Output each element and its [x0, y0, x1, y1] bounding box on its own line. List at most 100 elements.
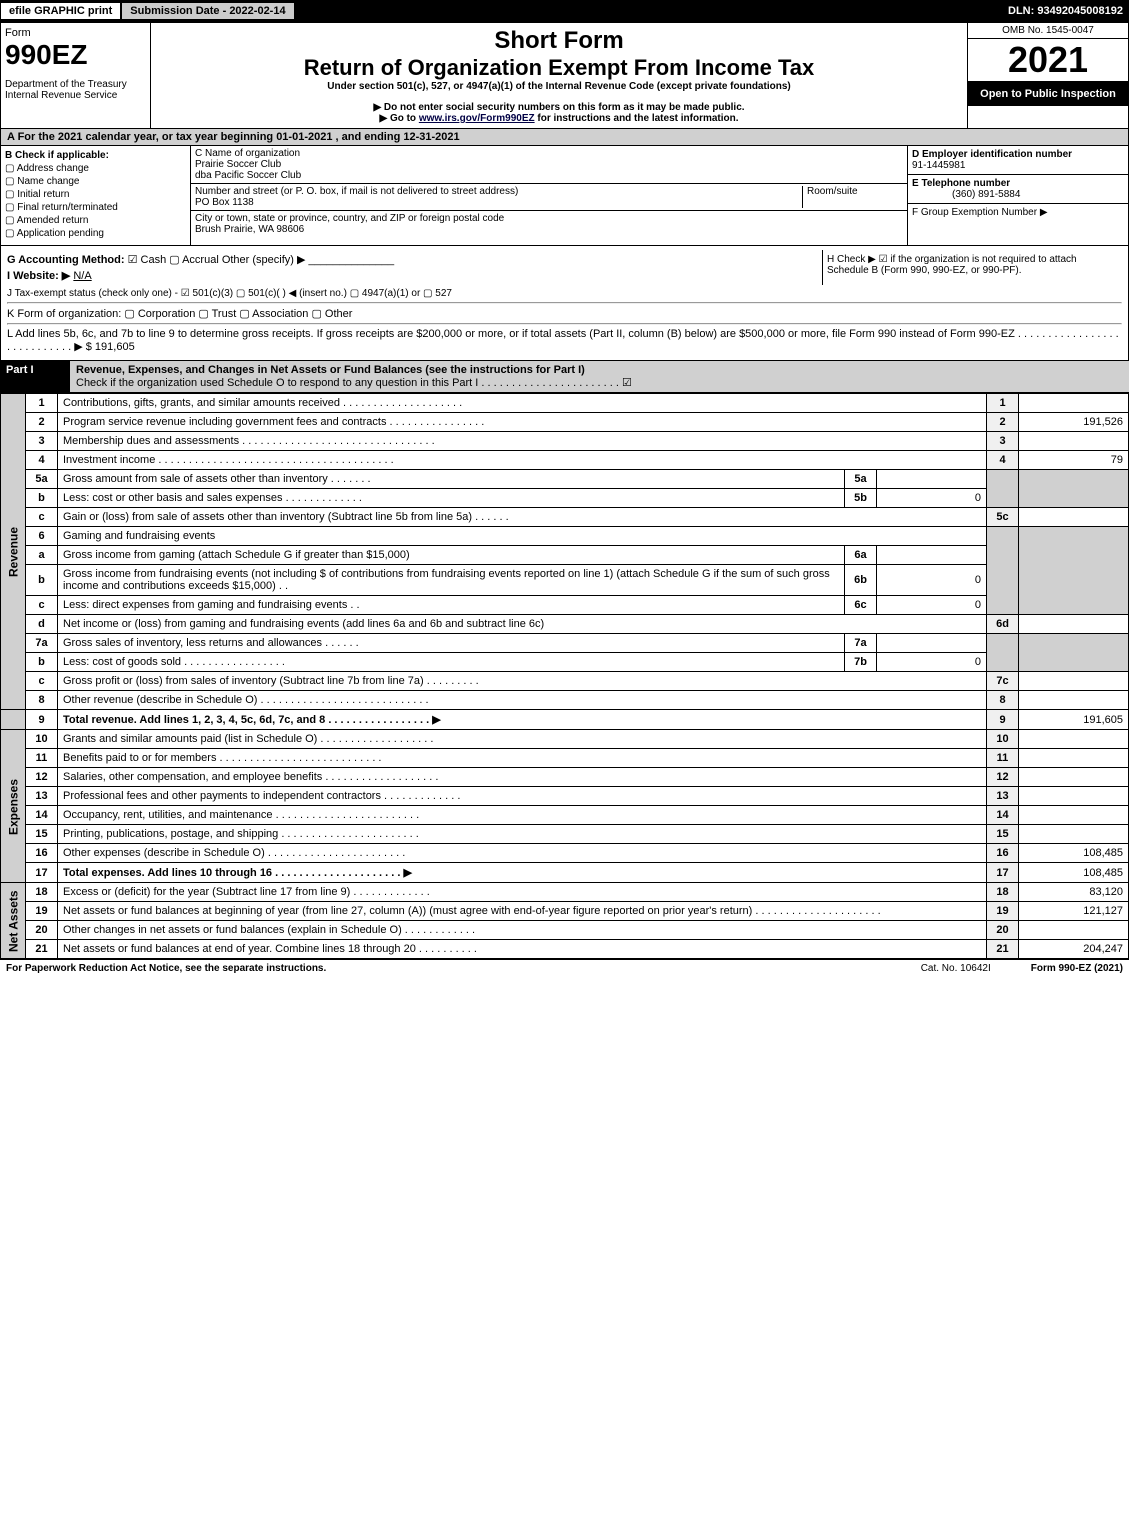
c-name-label: C Name of organization	[195, 148, 903, 159]
ln2-txt: Program service revenue including govern…	[58, 413, 987, 432]
ln13-txt: Professional fees and other payments to …	[58, 787, 987, 806]
irs-label: Internal Revenue Service	[5, 90, 146, 101]
website-value: N/A	[73, 270, 91, 282]
efile-label[interactable]: efile GRAPHIC print	[0, 2, 121, 20]
dln: DLN: 93492045008192	[1008, 5, 1129, 17]
ln8-amt	[1019, 691, 1129, 710]
c-addr-row: Number and street (or P. O. box, if mail…	[191, 184, 907, 211]
irs-link[interactable]: www.irs.gov/Form990EZ	[419, 113, 535, 124]
ln9-amt: 191,605	[1019, 710, 1129, 730]
netassets-label: Net Assets	[1, 883, 26, 959]
line-i: I Website: ▶ N/A	[7, 269, 822, 282]
goto-pre: ▶ Go to	[379, 113, 418, 124]
ln6a-txt: Gross income from gaming (attach Schedul…	[58, 546, 845, 565]
ln2-amt: 191,526	[1019, 413, 1129, 432]
b-label: B Check if applicable:	[5, 150, 109, 161]
ln14-amt	[1019, 806, 1129, 825]
ln7b-sub: 7b	[845, 653, 877, 672]
line-k: K Form of organization: ▢ Corporation ▢ …	[7, 307, 1122, 320]
pra-notice: For Paperwork Reduction Act Notice, see …	[6, 963, 326, 974]
ln16-amt: 108,485	[1019, 844, 1129, 863]
ln18-txt: Excess or (deficit) for the year (Subtra…	[58, 883, 987, 902]
omb-number: OMB No. 1545-0047	[968, 23, 1128, 39]
cb-address-change[interactable]: Address change	[5, 163, 186, 174]
ln19-amt: 121,127	[1019, 902, 1129, 921]
ln4-txt: Investment income . . . . . . . . . . . …	[58, 451, 987, 470]
subtitle: Under section 501(c), 527, or 4947(a)(1)…	[155, 81, 963, 92]
ln15-txt: Printing, publications, postage, and shi…	[58, 825, 987, 844]
org-name1: Prairie Soccer Club	[195, 159, 903, 170]
part1-desc-text: Revenue, Expenses, and Changes in Net As…	[76, 364, 585, 376]
line-j: J Tax-exempt status (check only one) - ☑…	[7, 288, 1122, 299]
ln7a-subamt	[877, 634, 987, 653]
ln17-amt: 108,485	[1019, 863, 1129, 883]
footer: For Paperwork Reduction Act Notice, see …	[0, 959, 1129, 977]
revenue-label: Revenue	[1, 394, 26, 710]
addr-label: Number and street (or P. O. box, if mail…	[195, 186, 802, 197]
line-h: H Check ▶ ☑ if the organization is not r…	[822, 250, 1122, 285]
ln7a-sub: 7a	[845, 634, 877, 653]
cb-final-return[interactable]: Final return/terminated	[5, 202, 186, 213]
ln7b-txt: Less: cost of goods sold . . . . . . . .…	[58, 653, 845, 672]
ln6c-sub: 6c	[845, 596, 877, 615]
ln7b-subamt: 0	[877, 653, 987, 672]
form-ref: Form 990-EZ (2021)	[1031, 963, 1123, 974]
open-to-public: Open to Public Inspection	[968, 82, 1128, 106]
ln21-amt: 204,247	[1019, 940, 1129, 959]
section-b: B Check if applicable: Address change Na…	[1, 146, 191, 245]
line-g: G Accounting Method: ☑ Cash ▢ Accrual Ot…	[7, 253, 822, 266]
org-name2: dba Pacific Soccer Club	[195, 170, 903, 181]
part1-label: Part I	[0, 361, 70, 393]
ln18-amt: 83,120	[1019, 883, 1129, 902]
lines-table: Revenue 1Contributions, gifts, grants, a…	[0, 393, 1129, 959]
ln5b-subamt: 0	[877, 489, 987, 508]
ln10-amt	[1019, 730, 1129, 749]
return-title: Return of Organization Exempt From Incom…	[155, 55, 963, 81]
ln5c-amt	[1019, 508, 1129, 527]
ln6-txt: Gaming and fundraising events	[58, 527, 987, 546]
g-label: G Accounting Method:	[7, 254, 125, 266]
ln8-txt: Other revenue (describe in Schedule O) .…	[58, 691, 987, 710]
section-d-e-f: D Employer identification number 91-1445…	[908, 146, 1128, 245]
ln4-amt: 79	[1019, 451, 1129, 470]
part1-check: Check if the organization used Schedule …	[76, 377, 632, 389]
f-row: F Group Exemption Number ▶	[908, 204, 1128, 221]
line-l: L Add lines 5b, 6c, and 7b to line 9 to …	[7, 328, 1122, 353]
cb-name-change[interactable]: Name change	[5, 176, 186, 187]
cb-application-pending[interactable]: Application pending	[5, 228, 186, 239]
ln19-txt: Net assets or fund balances at beginning…	[58, 902, 987, 921]
cb-initial-return[interactable]: Initial return	[5, 189, 186, 200]
ln5a-sub: 5a	[845, 470, 877, 489]
ln3-amt	[1019, 432, 1129, 451]
ln11-txt: Benefits paid to or for members . . . . …	[58, 749, 987, 768]
room-label: Room/suite	[803, 186, 903, 208]
ln1-txt: Contributions, gifts, grants, and simila…	[58, 394, 987, 413]
ln5c-txt: Gain or (loss) from sale of assets other…	[58, 508, 987, 527]
cb-amended-return[interactable]: Amended return	[5, 215, 186, 226]
e-row: E Telephone number (360) 891-5884	[908, 175, 1128, 204]
top-bar: efile GRAPHIC print Submission Date - 20…	[0, 0, 1129, 22]
ln15-amt	[1019, 825, 1129, 844]
ln1-num: 1	[26, 394, 58, 413]
c-city-row: City or town, state or province, country…	[191, 211, 907, 237]
ln5a-subamt	[877, 470, 987, 489]
ln7c-amt	[1019, 672, 1129, 691]
ln6b-sub: 6b	[845, 565, 877, 596]
ln7a-txt: Gross sales of inventory, less returns a…	[58, 634, 845, 653]
section-c: C Name of organization Prairie Soccer Cl…	[191, 146, 908, 245]
i-label: I Website: ▶	[7, 270, 70, 282]
cat-no: Cat. No. 10642I	[921, 963, 991, 974]
part1-desc: Revenue, Expenses, and Changes in Net As…	[70, 361, 1129, 393]
g-options: ☑ Cash ▢ Accrual Other (specify) ▶	[128, 254, 306, 266]
short-form-title: Short Form	[155, 27, 963, 55]
expenses-label: Expenses	[1, 730, 26, 883]
ln6c-subamt: 0	[877, 596, 987, 615]
ln6c-txt: Less: direct expenses from gaming and fu…	[58, 596, 845, 615]
ln11-amt	[1019, 749, 1129, 768]
ln3-txt: Membership dues and assessments . . . . …	[58, 432, 987, 451]
addr-value: PO Box 1138	[195, 197, 802, 208]
ln17-bold: Total expenses. Add lines 10 through 16 …	[63, 867, 412, 879]
phone-value: (360) 891-5884	[912, 189, 1020, 200]
header-right-cell: OMB No. 1545-0047 2021 Open to Public In…	[968, 23, 1128, 128]
ln5b-txt: Less: cost or other basis and sales expe…	[58, 489, 845, 508]
